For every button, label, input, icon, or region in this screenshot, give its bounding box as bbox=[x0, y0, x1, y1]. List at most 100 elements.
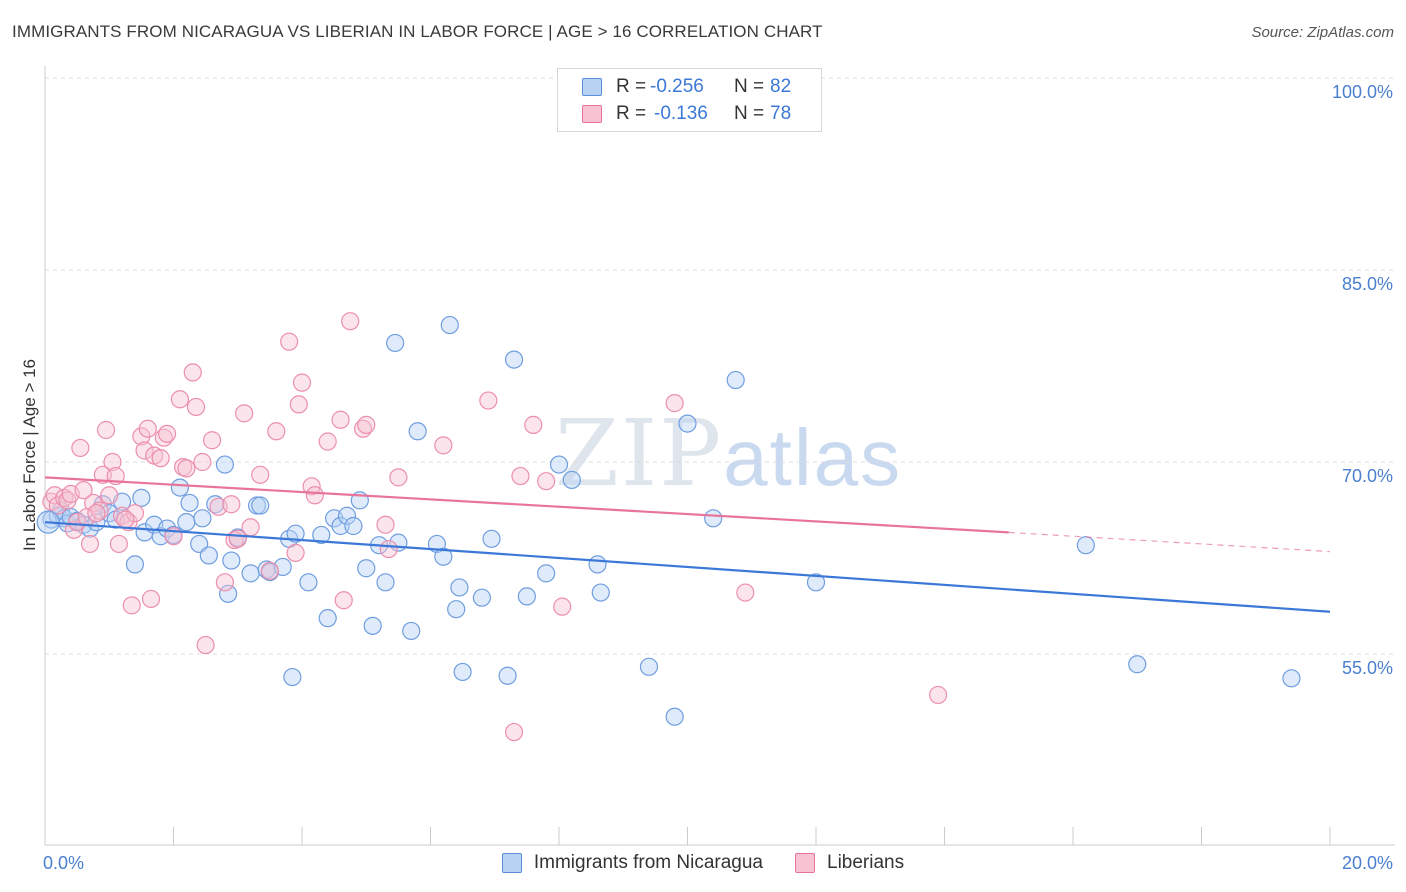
stats-legend: R = -0.256 N = 82 R = -0.136 N = 78 bbox=[557, 68, 822, 132]
nicaragua-point bbox=[1282, 669, 1301, 688]
liberian-point bbox=[109, 534, 128, 554]
nicaragua-point bbox=[588, 555, 607, 574]
liberian-point bbox=[177, 459, 196, 478]
nicaragua-point bbox=[219, 584, 238, 603]
liberian-point bbox=[196, 635, 215, 655]
nicaragua-point bbox=[498, 666, 517, 685]
liberian-point bbox=[376, 515, 395, 534]
liberian-trend-extension bbox=[1008, 531, 1331, 553]
liberian-point bbox=[389, 468, 408, 487]
liberian-point bbox=[537, 472, 556, 491]
liberian-point bbox=[87, 504, 106, 523]
liberian-point bbox=[334, 591, 353, 610]
liberian-point bbox=[74, 481, 93, 500]
liberian-point bbox=[170, 390, 190, 409]
liberian-point bbox=[553, 597, 572, 616]
liberian-point bbox=[251, 465, 270, 484]
nicaragua-point bbox=[180, 493, 199, 513]
liberian-point bbox=[151, 449, 170, 468]
nicaragua-point bbox=[434, 547, 453, 566]
liberian-point bbox=[119, 513, 138, 532]
y-tick-label: 100.0% bbox=[1332, 82, 1393, 102]
nicaragua-point bbox=[206, 495, 225, 514]
liberian-point bbox=[202, 431, 222, 450]
liberian-point bbox=[193, 452, 212, 472]
liberian-point bbox=[665, 394, 684, 413]
legend-n-value: 82 bbox=[770, 76, 792, 97]
liberian-point bbox=[318, 432, 337, 451]
liberian-point bbox=[504, 722, 524, 742]
liberian-point bbox=[157, 424, 177, 443]
liberian-point bbox=[141, 589, 161, 609]
liberian-point bbox=[479, 391, 498, 410]
nicaragua-trend-line bbox=[44, 521, 1331, 613]
series-legend: Immigrants from Nicaragua Liberians bbox=[0, 852, 1406, 874]
nicaragua-point bbox=[193, 509, 212, 528]
legend-row-nicaragua: R = -0.256 N = 82 bbox=[582, 74, 791, 100]
legend-r-value: -0.256 bbox=[650, 76, 704, 97]
liberian-point bbox=[524, 415, 543, 434]
legend-r-value: -0.136 bbox=[654, 103, 708, 124]
watermark-atlas: atlas bbox=[723, 413, 903, 502]
nicaragua-point bbox=[386, 333, 405, 353]
liberian-point bbox=[90, 501, 109, 520]
nicaragua-point bbox=[251, 496, 270, 515]
legend-swatch-blue bbox=[582, 78, 602, 96]
nicaragua-point bbox=[363, 616, 382, 635]
nicaragua-point bbox=[639, 657, 659, 676]
legend-label-nicaragua: Immigrants from Nicaragua bbox=[533, 852, 763, 873]
liberian-point bbox=[80, 534, 100, 554]
chart-title: IMMIGRANTS FROM NICARAGUA VS LIBERIAN IN… bbox=[12, 22, 823, 41]
nicaragua-point bbox=[806, 573, 826, 592]
nicaragua-point bbox=[517, 587, 536, 606]
legend-n-value: 78 bbox=[770, 103, 792, 124]
nicaragua-point bbox=[440, 315, 459, 335]
liberian-point bbox=[280, 332, 299, 351]
legend-item-nicaragua: Immigrants from Nicaragua bbox=[501, 852, 763, 874]
nicaragua-point bbox=[125, 555, 145, 574]
liberian-point bbox=[228, 529, 247, 548]
nicaragua-point bbox=[562, 470, 581, 490]
nicaragua-point bbox=[318, 609, 337, 628]
liberian-point bbox=[68, 513, 87, 532]
y-tick-label: 70.0% bbox=[1342, 466, 1393, 486]
nicaragua-point bbox=[504, 350, 524, 369]
nicaragua-point bbox=[241, 564, 260, 583]
nicaragua-point bbox=[132, 488, 151, 507]
nicaragua-point bbox=[283, 667, 302, 687]
nicaragua-point bbox=[357, 559, 376, 578]
legend-label-liberians: Liberians bbox=[827, 852, 905, 873]
nicaragua-point bbox=[344, 516, 363, 536]
nicaragua-point bbox=[408, 422, 427, 441]
nicaragua-point bbox=[376, 573, 395, 592]
legend-r-label: R = bbox=[616, 103, 647, 124]
liberian-point bbox=[215, 573, 234, 592]
liberian-point bbox=[736, 583, 755, 602]
liberian-point bbox=[434, 436, 453, 455]
liberian-point bbox=[286, 543, 305, 562]
axis-labels: 100.0% 85.0% 70.0% 55.0% 0.0% 20.0% In Labor F… bbox=[20, 82, 1393, 873]
nicaragua-point bbox=[215, 455, 234, 474]
nicaragua-point bbox=[482, 529, 501, 548]
liberian-point bbox=[71, 438, 90, 458]
y-tick-label: 55.0% bbox=[1342, 658, 1393, 678]
nicaragua-point bbox=[453, 662, 472, 682]
nicaragua-point bbox=[678, 414, 697, 433]
liberian-point bbox=[357, 415, 376, 434]
nicaragua-point bbox=[286, 524, 305, 543]
nicaragua-point bbox=[450, 578, 469, 597]
liberian-point bbox=[235, 404, 254, 423]
y-tick-label: 85.0% bbox=[1342, 274, 1393, 294]
liberian-point bbox=[116, 510, 135, 529]
liberian-point bbox=[122, 596, 141, 615]
nicaragua-point bbox=[312, 525, 331, 545]
liberian-point bbox=[222, 495, 241, 514]
axes bbox=[44, 66, 1395, 846]
nicaragua-point bbox=[299, 573, 318, 592]
legend-swatch-pink bbox=[582, 105, 602, 123]
chart-source: Source: ZipAtlas.com bbox=[1251, 24, 1394, 41]
liberian-point bbox=[186, 397, 206, 417]
y-axis-label: In Labor Force | Age > 16 bbox=[20, 359, 39, 551]
liberian-point bbox=[138, 419, 157, 438]
